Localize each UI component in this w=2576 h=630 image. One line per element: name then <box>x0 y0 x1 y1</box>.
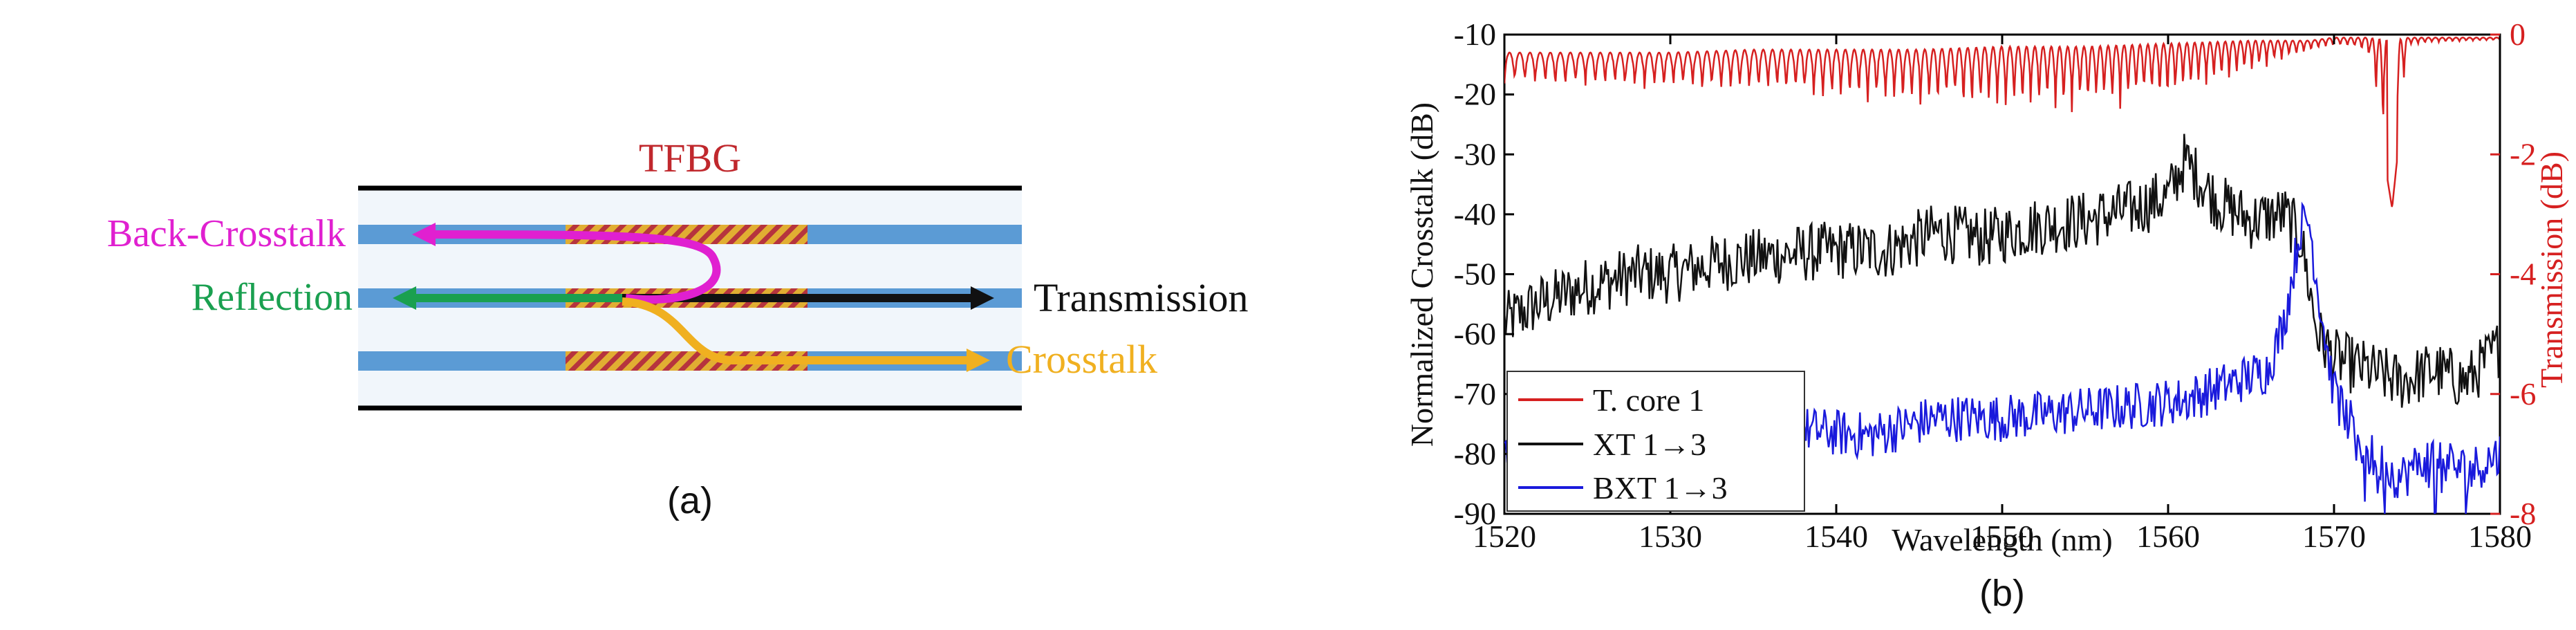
y-right-tick-label: 0 <box>2510 17 2526 52</box>
y-axis-left-label: Normalized Crosstalk (dB) <box>1404 102 1439 447</box>
tfbg-title: TFBG <box>639 136 741 180</box>
x-tick-label: 1570 <box>2302 519 2366 554</box>
transmission-arrowhead <box>971 286 994 310</box>
legend: T. core 1 XT 1→3 BXT 1→3 <box>1506 371 1805 512</box>
y-left-tick-label: -90 <box>1454 496 1496 531</box>
y-left-tick-label: -20 <box>1454 77 1496 112</box>
reflection-arrowhead <box>393 286 416 310</box>
legend-label-xt: XT 1→3 <box>1593 427 1706 462</box>
crosstalk-arrowhead <box>967 349 990 372</box>
x-tick-label: 1520 <box>1473 519 1536 554</box>
x-axis-label: Wavelength (nm) <box>1892 522 2112 557</box>
x-tick-label: 1540 <box>1804 519 1868 554</box>
y-left-tick-label: -40 <box>1454 196 1496 232</box>
panel-a-schematic: TFBG Back-Crosstalk Reflection Transmiss… <box>107 136 1249 521</box>
y-right-tick-label: -6 <box>2510 376 2536 411</box>
y-left-tick-label: -50 <box>1454 257 1496 292</box>
y-right-tick-label: -4 <box>2510 257 2536 292</box>
y-left-tick-label: -30 <box>1454 136 1496 172</box>
back-crosstalk-arrow <box>433 230 721 304</box>
series-transmission-line <box>1504 36 2500 207</box>
caption-a: (a) <box>667 480 713 521</box>
crosstalk-arrow <box>622 297 968 364</box>
y-right-tick-label: -2 <box>2510 136 2536 172</box>
y-right-tick-label: -8 <box>2510 496 2536 531</box>
caption-b: (b) <box>1979 573 2025 614</box>
y-left-tick-label: -80 <box>1454 436 1496 471</box>
series-xt-line <box>1504 133 2500 408</box>
crosstalk-label: Crosstalk <box>1006 337 1157 382</box>
ticks-layer: 1520 1530 1540 1550 1560 1570 1580-10-20-30-40… <box>1454 17 2537 554</box>
y-axis-right-label: Transmission (dB) <box>2534 151 2569 388</box>
y-left-tick-label: -70 <box>1454 376 1496 411</box>
transmission-label: Transmission <box>1034 275 1249 320</box>
back-crosstalk-arrowhead <box>412 223 436 246</box>
x-tick-label: 1560 <box>2136 519 2200 554</box>
back-crosstalk-label: Back-Crosstalk <box>107 212 346 255</box>
y-left-tick-label: -60 <box>1454 316 1496 351</box>
legend-label-bxt: BXT 1→3 <box>1593 470 1728 506</box>
x-tick-label: 1530 <box>1639 519 1702 554</box>
panel-b-chart: 1520 1530 1540 1550 1560 1570 1580-10-20-30-40… <box>1404 17 2569 614</box>
reflection-label: Reflection <box>192 276 353 319</box>
x-tick-label: 1580 <box>2468 519 2532 554</box>
legend-label-t-core1: T. core 1 <box>1593 382 1704 418</box>
x-tick-label: 1550 <box>1970 519 2034 554</box>
y-left-tick-label: -10 <box>1454 17 1496 52</box>
